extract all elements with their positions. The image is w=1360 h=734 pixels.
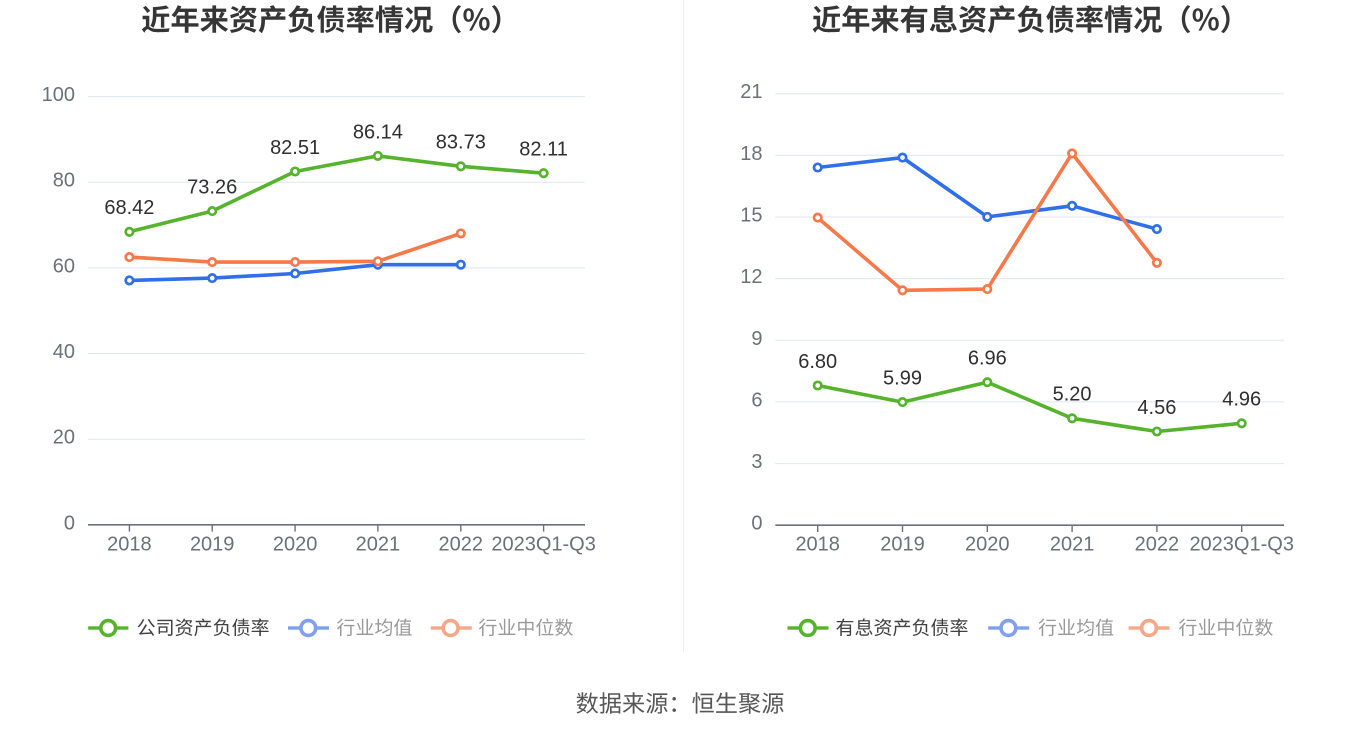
svg-text:2019: 2019 — [880, 534, 925, 556]
svg-text:4.96: 4.96 — [1222, 389, 1261, 411]
svg-text:40: 40 — [53, 341, 75, 363]
svg-text:2023Q1-Q3: 2023Q1-Q3 — [1189, 534, 1294, 556]
svg-text:2020: 2020 — [273, 534, 318, 556]
svg-text:60: 60 — [53, 255, 75, 277]
svg-text:5.99: 5.99 — [883, 368, 922, 390]
svg-text:80: 80 — [53, 170, 75, 192]
svg-text:12: 12 — [740, 266, 762, 288]
svg-text:6: 6 — [751, 389, 762, 411]
svg-text:18: 18 — [740, 143, 762, 165]
svg-text:2022: 2022 — [1135, 534, 1180, 556]
svg-text:2020: 2020 — [965, 534, 1010, 556]
svg-text:83.73: 83.73 — [436, 132, 486, 154]
svg-text:100: 100 — [42, 84, 75, 106]
svg-text:82.51: 82.51 — [270, 137, 320, 159]
svg-text:0: 0 — [751, 513, 762, 535]
svg-text:2021: 2021 — [1050, 534, 1095, 556]
svg-text:2022: 2022 — [439, 534, 484, 556]
svg-text:73.26: 73.26 — [187, 177, 237, 199]
svg-text:2023Q1-Q3: 2023Q1-Q3 — [491, 534, 596, 556]
svg-text:86.14: 86.14 — [353, 121, 403, 143]
svg-text:2021: 2021 — [356, 534, 401, 556]
svg-text:2019: 2019 — [190, 534, 235, 556]
svg-text:2018: 2018 — [795, 534, 840, 556]
svg-text:9: 9 — [751, 328, 762, 350]
svg-text:0: 0 — [64, 512, 75, 534]
svg-text:5.20: 5.20 — [1053, 384, 1092, 406]
svg-text:20: 20 — [53, 427, 75, 449]
svg-text:2018: 2018 — [107, 534, 152, 556]
svg-text:3: 3 — [751, 451, 762, 473]
svg-text:4.56: 4.56 — [1137, 397, 1176, 419]
svg-text:21: 21 — [740, 81, 762, 103]
svg-text:15: 15 — [740, 205, 762, 227]
svg-text:6.80: 6.80 — [798, 351, 837, 373]
svg-text:82.11: 82.11 — [519, 139, 568, 161]
svg-text:68.42: 68.42 — [104, 197, 154, 219]
svg-text:6.96: 6.96 — [968, 348, 1007, 370]
